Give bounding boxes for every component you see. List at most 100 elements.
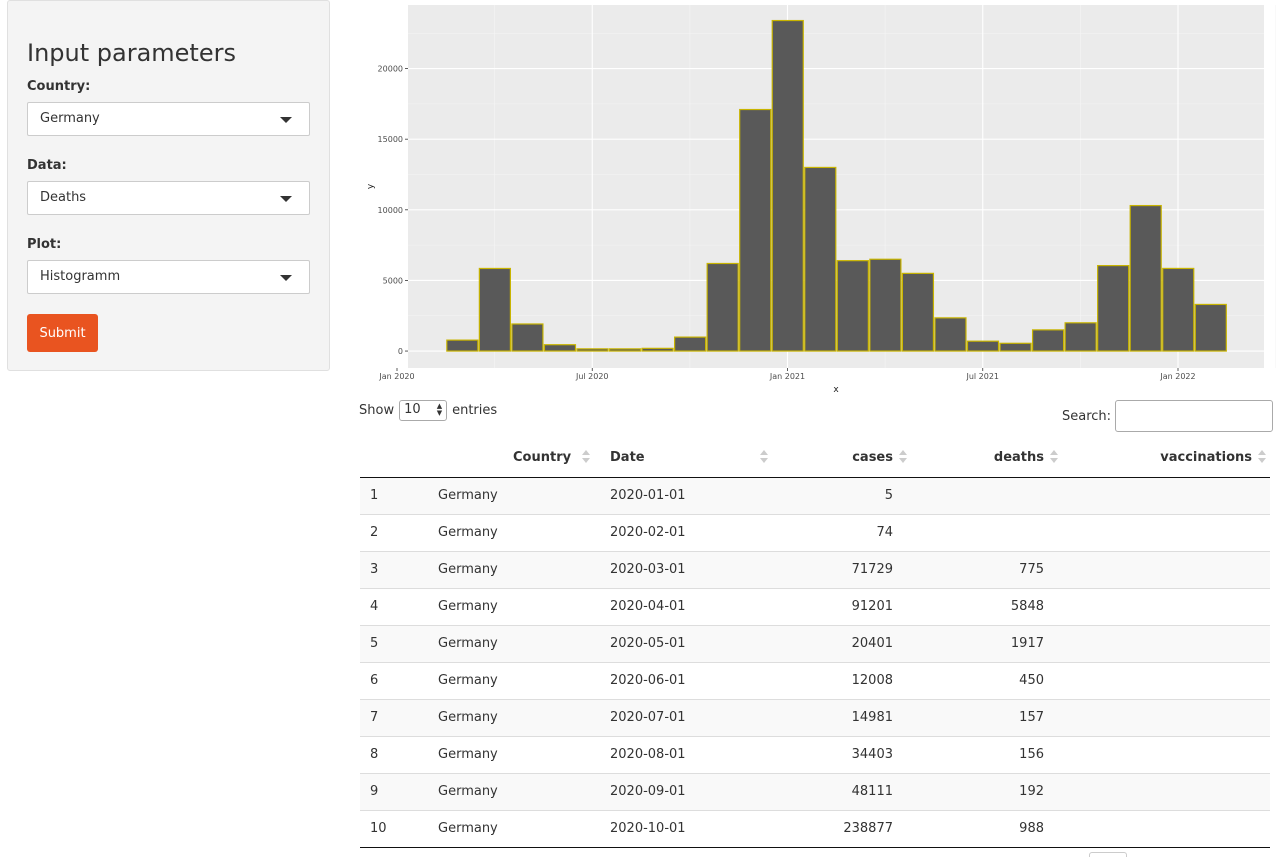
y-tick-label: 20000 — [378, 65, 403, 74]
page-length-value: 10 — [404, 402, 421, 417]
cell-index: 6 — [360, 661, 428, 699]
cell-vaccinations — [1062, 698, 1270, 736]
histogram-bar — [641, 347, 674, 352]
cell-country: Germany — [428, 624, 594, 662]
y-tick-label: 5000 — [383, 276, 403, 285]
search-label: Search: — [1062, 408, 1112, 424]
cell-cases: 20401 — [772, 624, 911, 662]
table-row[interactable]: 3 Germany 2020-03-01 71729 775 — [360, 550, 1270, 588]
table-row[interactable]: 7 Germany 2020-07-01 14981 157 — [360, 698, 1270, 736]
column-header-label: Date — [610, 449, 645, 465]
country-label: Country: — [27, 79, 91, 94]
table-row[interactable]: 1 Germany 2020-01-01 5 — [360, 477, 1270, 514]
column-header-date[interactable]: Date — [594, 438, 772, 478]
plot-select[interactable]: Histogramm — [27, 260, 310, 294]
column-header-vaccinations[interactable]: vaccinations — [1062, 438, 1270, 478]
histogram-bar — [543, 344, 577, 352]
cell-vaccinations — [1062, 772, 1270, 810]
cell-cases: 91201 — [772, 587, 911, 625]
histogram-chart: 0 5000 10000 15000 20000 Jan 2020 Jul 2020 Jan … — [360, 0, 1278, 400]
cell-cases: 5 — [772, 477, 911, 514]
table-row[interactable]: 5 Germany 2020-05-01 20401 1917 — [360, 624, 1270, 662]
sort-icon — [582, 450, 590, 464]
cell-country: Germany — [428, 661, 594, 699]
data-select[interactable]: Deaths — [27, 181, 310, 215]
table-row[interactable]: 8 Germany 2020-08-01 34403 156 — [360, 735, 1270, 773]
cell-index: 4 — [360, 587, 428, 625]
y-axis-title: y — [366, 183, 376, 189]
plot-label: Plot: — [27, 237, 62, 252]
column-header-index[interactable] — [360, 438, 428, 478]
submit-button[interactable]: Submit — [27, 314, 98, 352]
cell-deaths — [911, 513, 1062, 551]
column-header-cases[interactable]: cases — [772, 438, 911, 478]
histogram-bar — [674, 336, 707, 352]
cell-vaccinations — [1062, 587, 1270, 625]
table-row[interactable]: 9 Germany 2020-09-01 48111 192 — [360, 772, 1270, 810]
cell-country: Germany — [428, 735, 594, 773]
show-label: Show — [359, 403, 395, 418]
page-length-select[interactable]: 10 ▲ ▼ — [399, 400, 448, 421]
table-row[interactable]: 2 Germany 2020-02-01 74 — [360, 513, 1270, 551]
entries-label: entries — [452, 403, 498, 418]
cell-index: 3 — [360, 550, 428, 588]
cell-vaccinations — [1062, 477, 1270, 514]
cell-cases: 238877 — [772, 809, 911, 848]
histogram-bar — [804, 166, 837, 352]
sort-icon — [899, 450, 907, 464]
cell-country: Germany — [428, 698, 594, 736]
cell-index: 9 — [360, 772, 428, 810]
spinner-icon: ▲ ▼ — [436, 402, 443, 417]
cell-deaths: 988 — [911, 809, 1062, 848]
y-tick-label: 15000 — [378, 135, 403, 144]
cell-index: 8 — [360, 735, 428, 773]
histogram-bar — [836, 260, 869, 352]
search-input[interactable] — [1115, 400, 1274, 432]
cell-index: 10 — [360, 809, 428, 848]
histogram-bar — [966, 340, 1000, 352]
cell-date: 2020-07-01 — [594, 698, 772, 736]
x-tick-label: Jan 2022 — [1159, 372, 1195, 381]
y-tick-label: 0 — [398, 347, 403, 356]
histogram-bar — [511, 323, 544, 352]
histogram-bar — [1064, 322, 1097, 352]
cell-date: 2020-09-01 — [594, 772, 772, 810]
cell-vaccinations — [1062, 661, 1270, 699]
cell-date: 2020-02-01 — [594, 513, 772, 551]
y-tick-label: 10000 — [378, 206, 403, 215]
cell-deaths: 157 — [911, 698, 1062, 736]
data-select-value: Deaths — [40, 190, 87, 205]
country-select[interactable]: Germany — [27, 102, 310, 136]
cell-date: 2020-03-01 — [594, 550, 772, 588]
data-label: Data: — [27, 158, 67, 173]
country-select-value: Germany — [40, 111, 100, 126]
column-header-country[interactable]: Country — [428, 438, 594, 478]
cell-vaccinations — [1062, 735, 1270, 773]
panel-title: Input parameters — [27, 39, 236, 67]
cell-vaccinations — [1062, 624, 1270, 662]
cell-deaths: 156 — [911, 735, 1062, 773]
histogram-bar — [1031, 329, 1065, 352]
cell-country: Germany — [428, 513, 594, 551]
sort-icon — [760, 450, 768, 464]
cell-country: Germany — [428, 587, 594, 625]
table-row[interactable]: 4 Germany 2020-04-01 91201 5848 — [360, 587, 1270, 625]
x-tick-label: Jan 2020 — [378, 372, 414, 381]
histogram-bar — [739, 108, 772, 352]
histogram-bar — [1097, 264, 1130, 352]
cell-country: Germany — [428, 550, 594, 588]
cell-index: 2 — [360, 513, 428, 551]
histogram-bar — [478, 267, 511, 352]
cell-deaths: 450 — [911, 661, 1062, 699]
table-row[interactable]: 6 Germany 2020-06-01 12008 450 — [360, 661, 1270, 699]
histogram-bar — [999, 342, 1032, 352]
input-parameters-panel: Input parameters Country: Germany Data: … — [7, 0, 330, 371]
column-header-deaths[interactable]: deaths — [911, 438, 1062, 478]
cell-deaths: 1917 — [911, 624, 1062, 662]
table-row[interactable]: 10 Germany 2020-10-01 238877 988 — [360, 809, 1270, 848]
histogram-bar — [901, 272, 935, 352]
cell-deaths: 192 — [911, 772, 1062, 810]
pagination-button[interactable] — [1089, 852, 1127, 857]
x-tick-label: Jul 2021 — [965, 372, 999, 381]
cell-index: 1 — [360, 477, 428, 514]
